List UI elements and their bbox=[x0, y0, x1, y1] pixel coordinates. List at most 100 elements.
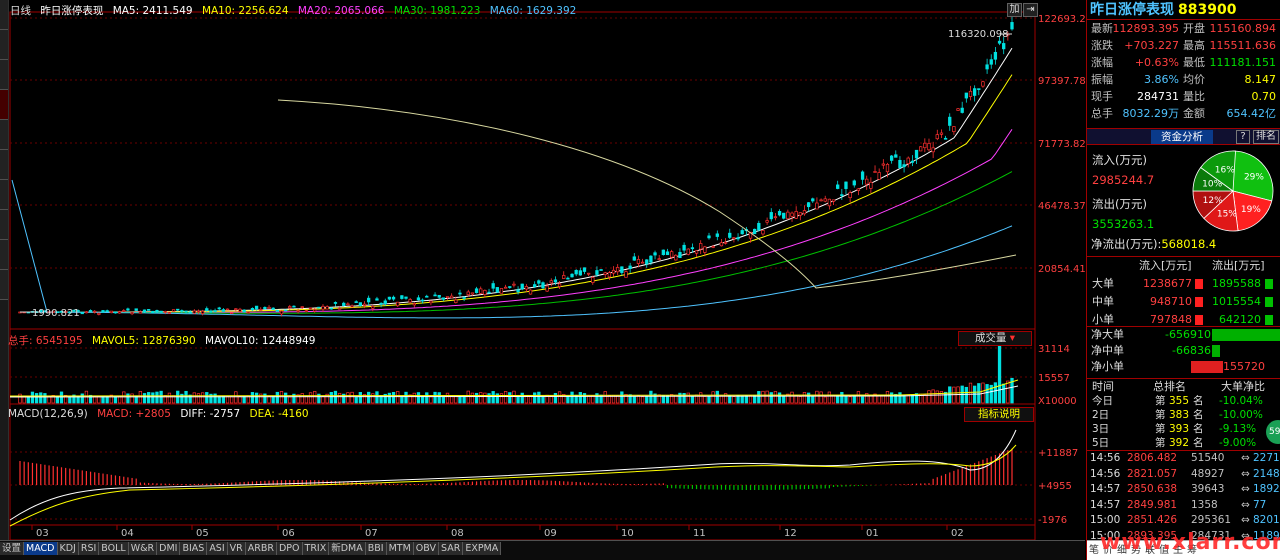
volume-bar bbox=[429, 396, 433, 404]
candle bbox=[254, 305, 259, 311]
tick-list[interactable]: 14:56 2806.482 51540 ⇔ 2271 14:56 2821.057 4892… bbox=[1087, 450, 1280, 544]
candle bbox=[458, 289, 462, 297]
candle bbox=[777, 209, 782, 217]
indicator-tab[interactable]: OBV bbox=[413, 542, 439, 555]
candle bbox=[728, 228, 732, 239]
candle bbox=[147, 309, 151, 311]
volume-indicator-button[interactable]: 成交量 ▾ bbox=[958, 331, 1032, 346]
indicator-tab[interactable]: DPO bbox=[276, 542, 303, 555]
diff-line bbox=[9, 429, 1017, 521]
candle bbox=[611, 266, 616, 277]
candle bbox=[163, 310, 167, 315]
net-order-row: 净中单 -66836 bbox=[1087, 343, 1280, 359]
volume-bar bbox=[889, 392, 894, 404]
fund-analysis-tab[interactable]: 资金分析 bbox=[1151, 130, 1213, 144]
indicator-tab[interactable]: ARBR bbox=[245, 542, 277, 555]
volume-bar bbox=[30, 391, 35, 404]
indicator-tab[interactable]: KDJ bbox=[57, 542, 79, 555]
indicator-tab[interactable]: BOLL bbox=[99, 542, 129, 555]
volume-bar bbox=[147, 392, 151, 404]
candle bbox=[362, 301, 367, 309]
indicator-tab[interactable]: MTM bbox=[386, 542, 414, 555]
left-tab[interactable] bbox=[0, 60, 8, 90]
left-tab[interactable] bbox=[0, 270, 8, 300]
panel-bottom-tab[interactable]: 价 bbox=[1103, 545, 1113, 556]
inflow-cell: 1238677 bbox=[1143, 277, 1192, 290]
indicator-help-button[interactable]: 指标说明 bbox=[964, 407, 1034, 422]
volume-bar bbox=[180, 393, 184, 404]
left-tab[interactable] bbox=[0, 150, 8, 180]
indicator-tab[interactable]: VR bbox=[227, 542, 246, 555]
quote-label: 现手 bbox=[1091, 90, 1113, 103]
tick-arrow: ⇔ bbox=[1241, 483, 1250, 495]
candle bbox=[192, 309, 196, 315]
rank-pre: 第 bbox=[1155, 437, 1166, 449]
left-tab[interactable] bbox=[0, 240, 8, 270]
candle bbox=[906, 156, 910, 168]
candle bbox=[80, 312, 84, 315]
help-icon[interactable]: ? bbox=[1236, 130, 1250, 144]
candle bbox=[499, 288, 504, 294]
candle bbox=[972, 85, 977, 102]
candle bbox=[321, 304, 325, 312]
panel-bottom-tab[interactable]: 细 bbox=[1117, 545, 1127, 556]
indicator-tab[interactable]: MACD bbox=[24, 542, 58, 555]
indicator-tab[interactable]: EXPMA bbox=[463, 542, 502, 555]
candle bbox=[358, 302, 363, 307]
indicator-tab[interactable]: SAR bbox=[439, 542, 464, 555]
candle bbox=[391, 295, 396, 301]
panel-bottom-tab[interactable]: 值 bbox=[1159, 545, 1169, 556]
candle bbox=[773, 212, 778, 221]
quote-value: +0.63% bbox=[1134, 56, 1179, 69]
volume-bar bbox=[64, 394, 68, 404]
indicator-tab[interactable]: BIAS bbox=[180, 542, 208, 555]
candle bbox=[557, 280, 562, 290]
rank-header: 时间 总排名 大单净比 bbox=[1087, 379, 1280, 394]
candle bbox=[719, 239, 724, 247]
candle bbox=[454, 296, 458, 304]
volume-bar bbox=[503, 391, 508, 404]
panel-bottom-tab[interactable]: 势 bbox=[1131, 545, 1141, 556]
volume-bar bbox=[794, 395, 798, 404]
volume-bar bbox=[943, 391, 948, 404]
exit-icon[interactable]: ⇥ bbox=[1023, 3, 1038, 17]
indicator-tab[interactable]: RSI bbox=[78, 542, 100, 555]
left-tab[interactable] bbox=[0, 90, 8, 120]
volume-bar bbox=[288, 396, 292, 404]
left-tab[interactable] bbox=[0, 120, 8, 150]
candle bbox=[665, 248, 670, 256]
volume-bar bbox=[516, 395, 520, 404]
candle bbox=[952, 126, 956, 135]
panel-bottom-tab[interactable]: 主 bbox=[1173, 545, 1183, 556]
rank-button[interactable]: 排名 bbox=[1253, 130, 1279, 144]
panel-bottom-tab[interactable]: 笔 bbox=[1089, 545, 1099, 556]
candle bbox=[740, 228, 744, 235]
indicator-tab[interactable]: ASI bbox=[207, 542, 228, 555]
left-tab[interactable] bbox=[0, 210, 8, 240]
add-button[interactable]: 加 bbox=[1007, 3, 1022, 17]
indicator-tab[interactable]: DMI bbox=[157, 542, 181, 555]
panel-bottom-tab[interactable]: 筹 bbox=[1187, 545, 1197, 556]
left-tab[interactable] bbox=[0, 180, 8, 210]
candle bbox=[769, 208, 773, 222]
volume-bar bbox=[313, 391, 317, 404]
tick-arrow: ⇔ bbox=[1241, 529, 1250, 542]
volume-bar bbox=[234, 391, 238, 404]
quote-value: 8032.29万 bbox=[1122, 107, 1180, 120]
mavol10-line bbox=[9, 385, 1019, 398]
left-tab[interactable] bbox=[0, 0, 8, 30]
rank-net: -9.00% bbox=[1219, 437, 1257, 449]
tick-n: 2271 bbox=[1253, 452, 1280, 464]
floating-badge[interactable]: 59 bbox=[1266, 420, 1280, 444]
panel-bottom-tab[interactable]: 联 bbox=[1145, 545, 1155, 556]
candle bbox=[230, 312, 234, 315]
left-side-tabs[interactable] bbox=[0, 0, 9, 540]
indicator-tab[interactable]: BBI bbox=[365, 542, 387, 555]
indicator-tab[interactable]: 新DMA bbox=[329, 542, 366, 555]
indicator-tab[interactable]: 设置 bbox=[0, 542, 25, 555]
indicator-tab[interactable]: W&R bbox=[128, 542, 158, 555]
rank-pre: 第 bbox=[1155, 423, 1166, 435]
kline-chart-area[interactable]: 122693.237 97397.788 71773.826 46478.377 208… bbox=[0, 0, 1086, 540]
left-tab[interactable] bbox=[0, 30, 8, 60]
indicator-tab[interactable]: TRIX bbox=[302, 542, 330, 555]
